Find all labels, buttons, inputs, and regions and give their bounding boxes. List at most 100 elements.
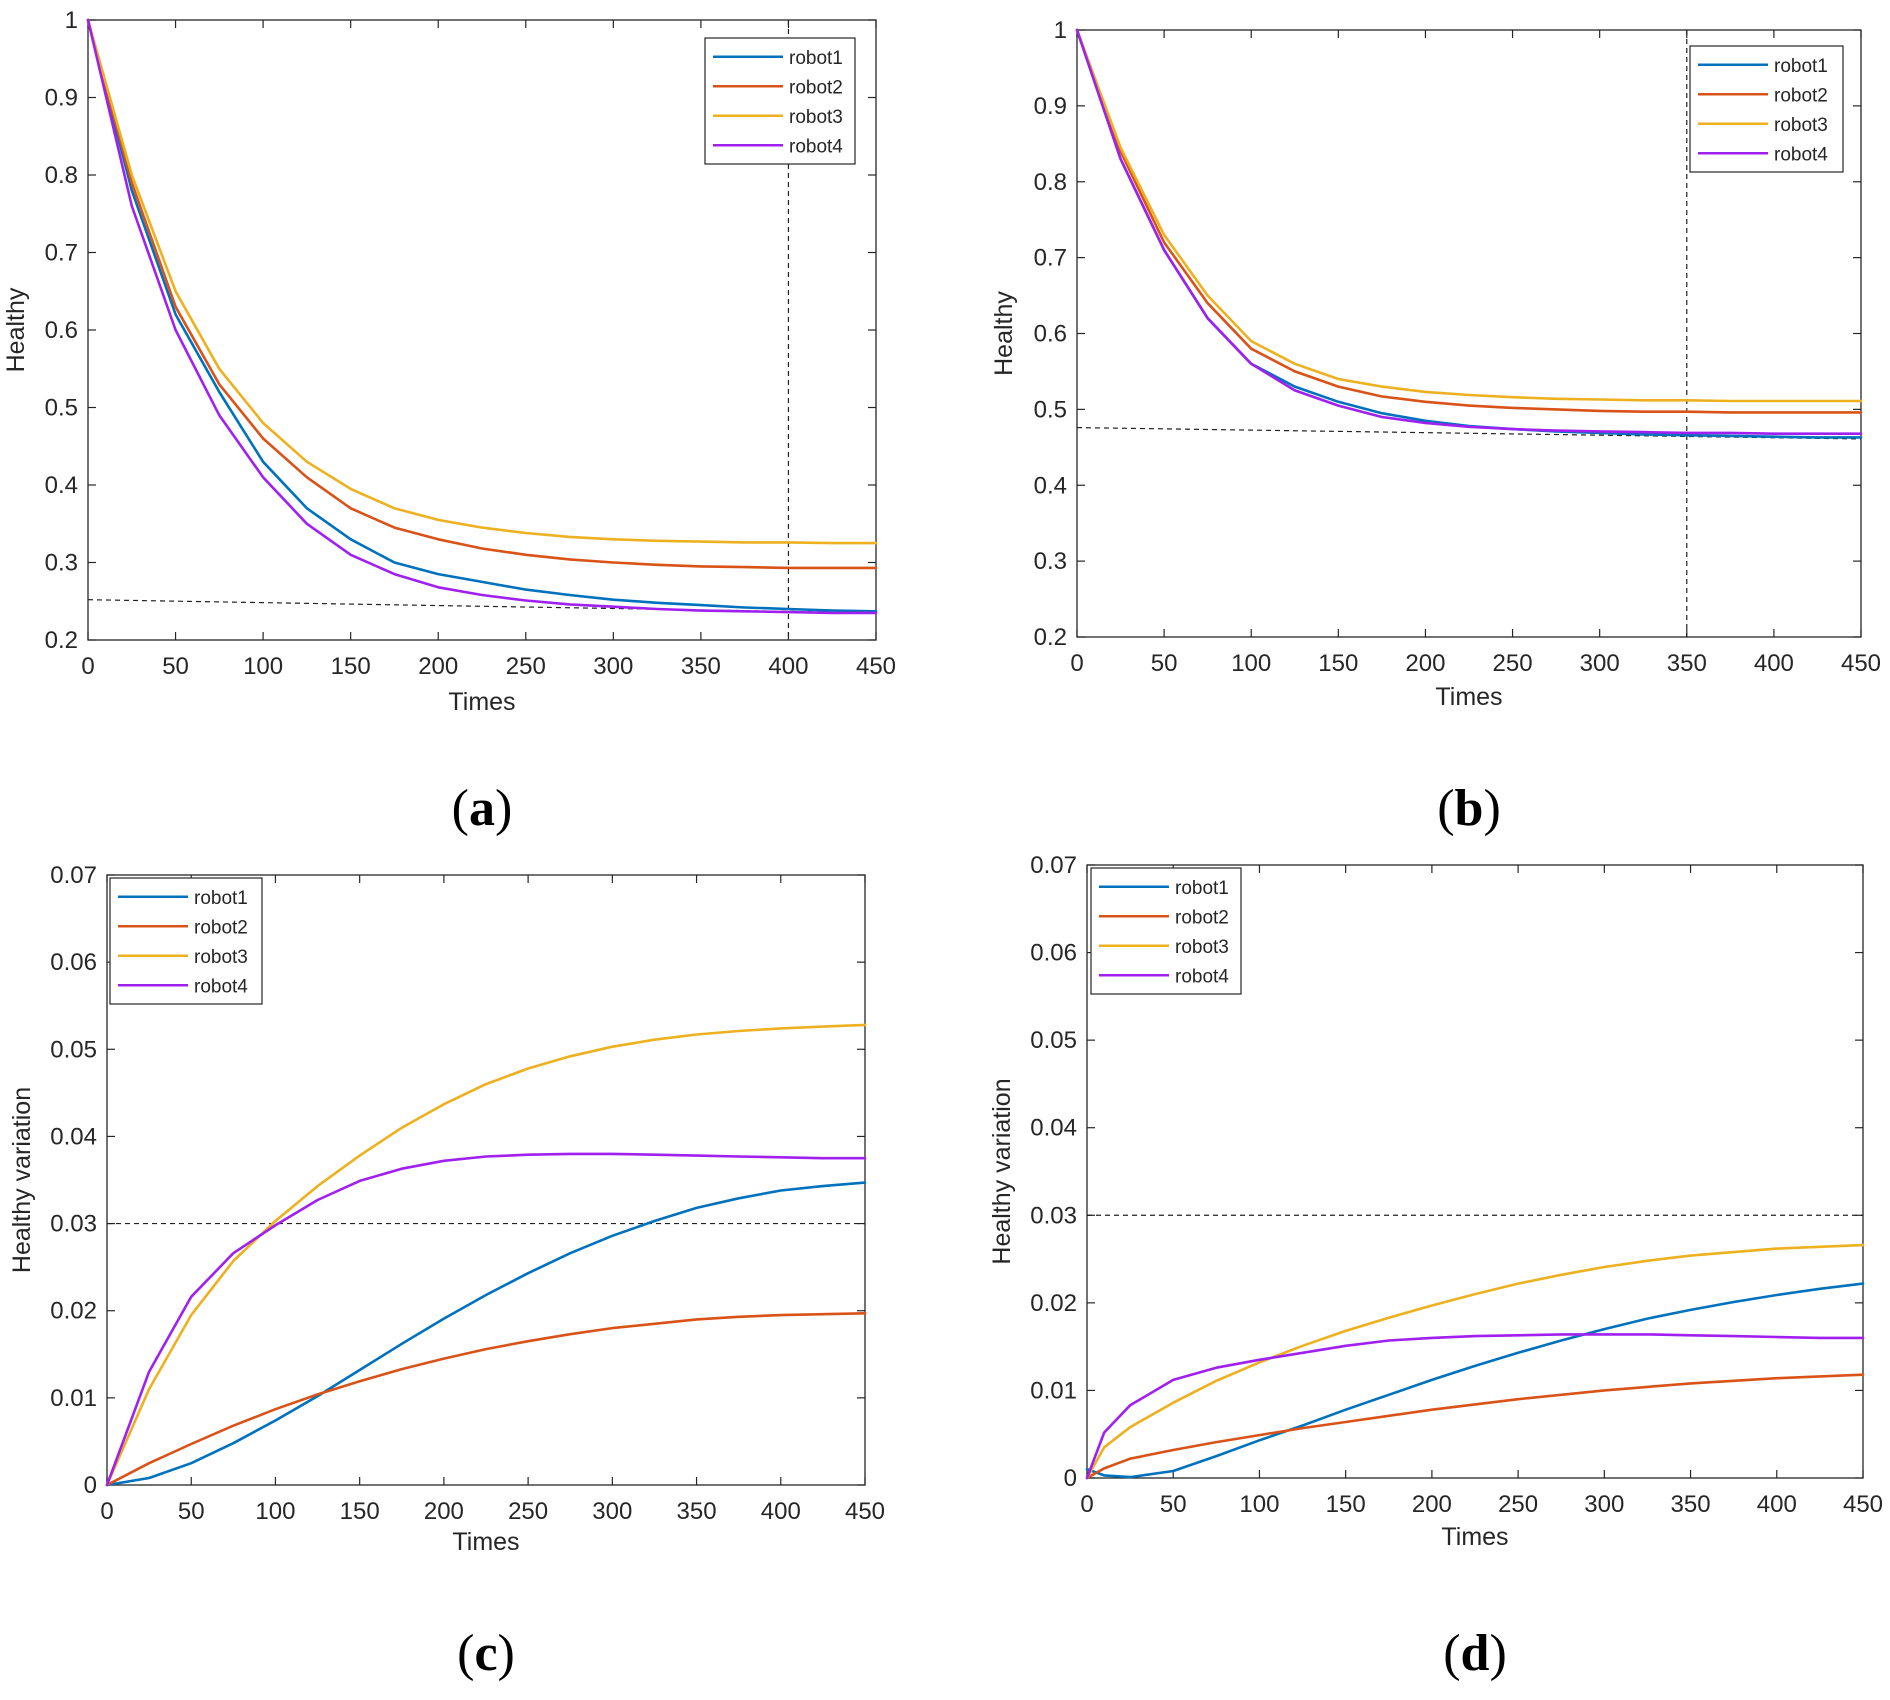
x-tick-label: 200 — [418, 653, 458, 680]
y-axis-title: Healthy — [990, 291, 1018, 376]
x-tick-label: 100 — [1231, 650, 1271, 677]
panel-caption: (b) — [1437, 780, 1501, 837]
panel-caption: (a) — [452, 780, 513, 837]
legend-label: robot1 — [789, 48, 843, 69]
legend-label: robot4 — [789, 136, 843, 157]
y-tick-label: 0 — [1064, 1465, 1077, 1492]
x-tick-label: 350 — [677, 1498, 717, 1525]
x-tick-label: 100 — [255, 1498, 295, 1525]
x-tick-label: 150 — [1326, 1491, 1366, 1518]
caption-letter: c — [474, 1625, 497, 1682]
x-tick-label: 300 — [593, 653, 633, 680]
y-tick-label: 0.6 — [1034, 321, 1067, 348]
legend-box — [1689, 45, 1844, 173]
x-tick-label: 250 — [1493, 650, 1533, 677]
chart-d: 0 50 100 150 200 250 300 350 400 450 0 0.01 0.02 0.03… — [988, 852, 1883, 1682]
x-tick-label: 200 — [424, 1498, 464, 1525]
y-tick-label: 0.2 — [45, 627, 78, 654]
x-tick-label: 250 — [508, 1498, 548, 1525]
x-tick-label: 400 — [761, 1498, 801, 1525]
y-tick-label: 0.03 — [1030, 1202, 1077, 1229]
series-line-robot2 — [1085, 1373, 1865, 1480]
caption-close: ) — [498, 1625, 515, 1682]
y-tick-label: 0.01 — [1030, 1377, 1077, 1404]
caption-close: ) — [495, 780, 512, 837]
legend-box — [704, 37, 856, 165]
panel-caption: (c) — [457, 1625, 515, 1682]
legend-label: robot3 — [789, 107, 843, 128]
panel-caption: (d) — [1443, 1625, 1507, 1682]
legend-label: robot2 — [194, 917, 248, 938]
caption-open: ( — [1443, 1625, 1460, 1682]
series-line-robot4 — [86, 18, 878, 615]
series-line-robot3 — [1085, 1243, 1865, 1480]
legend-label: robot3 — [1774, 115, 1828, 136]
y-tick-label: 0.06 — [50, 949, 97, 976]
y-tick-label: 0.07 — [50, 862, 97, 889]
x-tick-label: 0 — [1070, 650, 1083, 677]
series-line-robot2 — [86, 18, 878, 570]
x-tick-label: 450 — [845, 1498, 885, 1525]
x-tick-label: 0 — [81, 653, 94, 680]
x-tick-label: 300 — [1584, 1491, 1624, 1518]
x-tick-label: 400 — [768, 653, 808, 680]
series-line-robot3 — [105, 1023, 867, 1487]
legend: robot1 robot2 robot3 robot4 — [1090, 867, 1242, 995]
y-tick-label: 0.04 — [1030, 1115, 1077, 1142]
y-tick-label: 0.3 — [45, 550, 78, 577]
series-line-robot2 — [105, 1312, 867, 1487]
x-tick-label: 350 — [1667, 650, 1707, 677]
series-line-robot1 — [1085, 1282, 1865, 1479]
x-tick-label: 50 — [1151, 650, 1178, 677]
x-axis-title: Times — [452, 1528, 519, 1556]
caption-letter: a — [469, 780, 495, 837]
series-line-robot3 — [86, 18, 878, 545]
y-tick-label: 0.9 — [1034, 93, 1067, 120]
x-tick-label: 100 — [1239, 1491, 1279, 1518]
caption-open: ( — [457, 1625, 474, 1682]
x-axis-title: Times — [448, 688, 515, 716]
y-tick-label: 0.01 — [50, 1385, 97, 1412]
y-tick-label: 0 — [84, 1472, 97, 1499]
legend-label: robot1 — [194, 888, 248, 909]
x-tick-label: 450 — [856, 653, 896, 680]
y-tick-label: 0.02 — [1030, 1290, 1077, 1317]
caption-letter: d — [1461, 1625, 1490, 1682]
x-tick-label: 150 — [340, 1498, 380, 1525]
y-tick-label: 0.4 — [45, 472, 78, 499]
y-tick-label: 0.2 — [1034, 624, 1067, 651]
y-tick-label: 0.4 — [1034, 472, 1067, 499]
y-tick-label: 0.8 — [1034, 169, 1067, 196]
x-tick-label: 350 — [681, 653, 721, 680]
x-axis-title: Times — [1435, 683, 1502, 711]
caption-open: ( — [452, 780, 469, 837]
legend-box — [1090, 867, 1242, 995]
x-tick-label: 250 — [506, 653, 546, 680]
x-tick-label: 250 — [1498, 1491, 1538, 1518]
x-tick-label: 50 — [178, 1498, 205, 1525]
series-line-robot1 — [105, 1181, 867, 1487]
x-tick-label: 200 — [1412, 1491, 1452, 1518]
legend-label: robot2 — [1774, 85, 1828, 106]
x-tick-label: 50 — [162, 653, 189, 680]
x-tick-label: 350 — [1671, 1491, 1711, 1518]
y-tick-label: 0.05 — [50, 1036, 97, 1063]
x-tick-label: 450 — [1841, 650, 1881, 677]
y-tick-label: 1 — [1054, 17, 1067, 44]
series-line-robot4 — [1085, 1333, 1865, 1480]
caption-close: ) — [1489, 1625, 1506, 1682]
y-tick-label: 0.8 — [45, 162, 78, 189]
y-axis-title: Healthy variation — [988, 1078, 1016, 1264]
legend-label: robot3 — [1175, 937, 1229, 958]
y-tick-label: 0.5 — [45, 395, 78, 422]
y-tick-label: 0.03 — [50, 1211, 97, 1238]
y-tick-label: 0.9 — [45, 85, 78, 112]
y-tick-label: 0.3 — [1034, 548, 1067, 575]
y-tick-label: 0.06 — [1030, 940, 1077, 967]
series-line-robot1 — [86, 18, 878, 613]
x-tick-label: 300 — [1580, 650, 1620, 677]
chart-c: 0 50 100 150 200 250 300 350 400 450 0 0.01 0.02 0.03… — [8, 862, 885, 1682]
legend-label: robot4 — [1774, 144, 1828, 165]
y-tick-label: 0.5 — [1034, 396, 1067, 423]
